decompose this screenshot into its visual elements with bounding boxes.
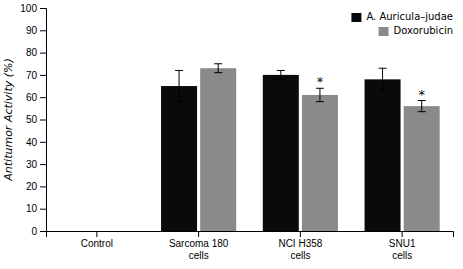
x-tick: Sarcoma 180cells: [169, 231, 229, 261]
y-tick-mark: [40, 231, 46, 232]
x-tick-mark: [402, 231, 403, 237]
error-bar-line: [418, 101, 426, 112]
error-bar: [175, 70, 183, 101]
marks: [161, 64, 440, 231]
x-tick-label: NCI H358cells: [278, 238, 322, 261]
y-tick: 90: [26, 25, 46, 36]
y-tick-label: 60: [26, 92, 38, 103]
y-axis: 0 10 20 30 40 50 60 70 80 90 100: [20, 3, 46, 237]
error-bar-line: [277, 70, 285, 79]
x-tick-mark: [96, 231, 97, 237]
y-tick-label: 80: [26, 47, 38, 58]
bar: [404, 106, 440, 231]
error-bar: [277, 70, 285, 79]
y-tick-mark: [40, 97, 46, 98]
plot: 0 10 20 30 40 50 60 70 80 90 100 Control Sarcoma 180…: [2, 3, 454, 261]
legend-label: A. Auricula–judae: [366, 11, 453, 22]
y-tick-label: 30: [26, 159, 38, 170]
legend-label: Doxorubicin: [394, 25, 453, 36]
bar: [365, 79, 401, 231]
annotations: **: [317, 74, 426, 101]
y-tick-label: 20: [26, 181, 38, 192]
significance-star: *: [418, 87, 425, 102]
bar: [161, 86, 197, 231]
y-tick-label: 40: [26, 137, 38, 148]
y-tick: 0: [31, 226, 46, 237]
x-tick-label-line: cells: [392, 250, 412, 261]
x-tick-label-line: Control: [81, 238, 113, 249]
series: [200, 64, 440, 231]
y-tick-label: 90: [26, 25, 38, 36]
y-tick-label: 10: [26, 203, 38, 214]
x-tick-label-line: Sarcoma 180: [169, 238, 229, 249]
y-tick: 60: [26, 92, 46, 103]
y-tick-mark: [40, 209, 46, 210]
y-tick: 40: [26, 137, 46, 148]
legend-item: Doxorubicin: [379, 25, 453, 36]
x-tick-label: Sarcoma 180cells: [169, 238, 229, 261]
y-tick-label: 70: [26, 70, 38, 81]
x-tick: SNU1cells: [389, 231, 416, 261]
y-tick: 70: [26, 70, 46, 81]
legend-item: A. Auricula–judae: [351, 11, 453, 22]
y-tick: 20: [26, 181, 46, 192]
y-tick-mark: [40, 8, 46, 9]
bar: [200, 68, 236, 231]
y-tick: 100: [20, 3, 46, 14]
y-tick-label: 0: [31, 226, 37, 237]
series: [161, 68, 401, 231]
error-bar: [214, 64, 222, 73]
error-bar-line: [379, 68, 387, 90]
y-tick: 50: [26, 114, 46, 125]
x-tick: NCI H358cells: [278, 231, 322, 261]
y-tick-label: 50: [26, 114, 38, 125]
y-axis-line: [40, 9, 47, 232]
y-tick: 80: [26, 47, 46, 58]
error-bar-line: [214, 64, 222, 73]
bar: [263, 75, 299, 231]
error-bar-line: [316, 88, 324, 101]
error-bar: [316, 88, 324, 101]
x-tick-mark: [300, 231, 301, 237]
y-tick-mark: [40, 75, 46, 76]
y-tick-mark: [40, 30, 46, 31]
bar: [302, 95, 338, 231]
legend-swatch: [351, 13, 361, 22]
y-tick: 10: [26, 203, 46, 214]
y-axis-title: Antitumor Activity (%): [2, 58, 15, 181]
y-tick-mark: [40, 53, 46, 54]
y-tick-mark: [40, 120, 46, 121]
chart: 0 10 20 30 40 50 60 70 80 90 100 Control Sarcoma 180…: [0, 0, 463, 269]
y-tick-mark: [40, 164, 46, 165]
x-tick-label: Control: [81, 238, 113, 249]
legend-swatch: [379, 27, 389, 36]
x-axis: ControlSarcoma 180cellsNCI H358cellsSNU1…: [47, 231, 454, 261]
x-tick-label-line: cells: [189, 250, 209, 261]
x-tick-label-line: SNU1: [389, 238, 416, 249]
error-bar: [379, 68, 387, 90]
x-tick-label-line: cells: [290, 250, 310, 261]
significance-star: *: [317, 74, 324, 89]
legend: A. Auricula–judae Doxorubicin: [351, 11, 453, 36]
y-tick-mark: [40, 186, 46, 187]
error-bar: [418, 101, 426, 112]
x-tick-label: SNU1cells: [389, 238, 416, 261]
y-tick-label: 100: [20, 3, 37, 14]
x-tick: Control: [81, 231, 113, 249]
x-axis-line: [47, 232, 454, 238]
error-bar-line: [175, 70, 183, 101]
x-tick-label-line: NCI H358: [278, 238, 322, 249]
x-tick-mark: [198, 231, 199, 237]
y-tick: 30: [26, 159, 46, 170]
y-tick-mark: [40, 142, 46, 143]
